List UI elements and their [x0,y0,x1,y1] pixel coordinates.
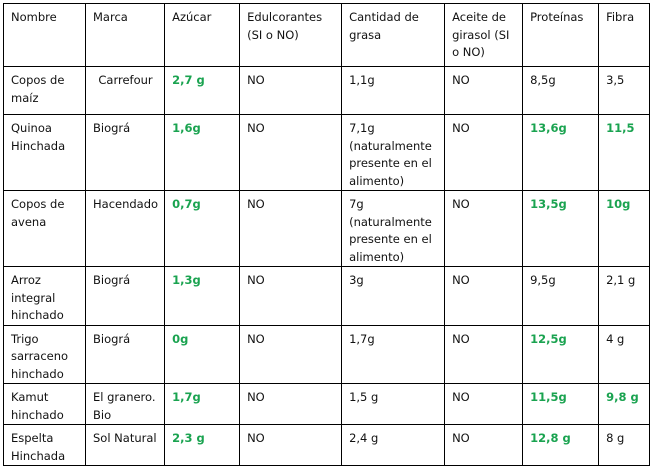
cell: 13,6g [522,114,600,191]
header-cell: Cantidad de grasa [341,3,446,67]
cell: 2,3 g [164,424,241,466]
cell: Espelta Hinchada [3,424,86,466]
cell: NO [239,383,343,425]
cell: Biográ [84,324,166,384]
cell: 12,5g [522,324,600,384]
cell: Biográ [84,114,166,191]
cell: 1,7g [341,324,446,384]
header-cell: Nombre [3,3,86,67]
cell: NO [239,324,343,384]
cell: 13,5g [522,190,600,267]
cell: 0,7g [164,190,241,267]
cell: NO [444,424,524,466]
cell: NO [239,66,343,115]
cell: Trigo sarraceno hinchado [3,324,86,384]
page-body: Nombre Marca Azúcar Edulcorantes (SI o NO) C… [3,3,651,466]
cell: 1,5 g [341,383,446,425]
cell: Sol Natural [84,424,166,466]
cell: 1,6g [164,114,241,191]
cell: Carrefour [84,66,166,115]
cell: 1,1g [341,66,446,115]
cell: NO [239,114,343,191]
row: Trigo sarraceno hinchado Biográ 0g NO 1,7g NO… [3,324,651,384]
cell: El granero. Bio [84,383,166,425]
header-row: Nombre Marca Azúcar Edulcorantes (SI o NO) C… [3,3,651,67]
header-cell: Aceite de girasol (SI o NO) [444,3,524,67]
cell: 11,5g [522,383,600,425]
cell: 7,1g (naturalmente presente en el alimen… [341,114,446,191]
cell: Quinoa Hinchada [3,114,86,191]
cell: NO [444,383,524,425]
cell: 4 g [598,324,651,384]
header-cell: Azúcar [164,3,241,67]
cell: 9,8 g [598,383,651,425]
row: Quinoa Hinchada Biográ 1,6g NO 7,1g (natural… [3,114,651,191]
cell: 10g [598,190,651,267]
cell: 2,1 g [598,266,651,326]
cell: Hacendado [84,190,166,267]
cell: Biográ [84,266,166,326]
row: Copos de avena Hacendado 0,7g NO 7g (natural… [3,190,651,267]
cell: NO [444,324,524,384]
cell: NO [239,424,343,466]
cell: 8,5g [522,66,600,115]
cell: 7g (naturalmente presente en el alimento… [341,190,446,267]
cell: 1,3g [164,266,241,326]
cell: NO [444,190,524,267]
cell: Kamut hinchado [3,383,86,425]
header-cell: Fibra [598,3,651,67]
cell: NO [444,266,524,326]
row: Kamut hinchado El granero. Bio 1,7g NO 1,5 g… [3,383,651,425]
header-cell: Marca [84,3,166,67]
cell: Copos de avena [3,190,86,267]
page: {"table": { "header": ["Nombre", "Marca"… [3,3,651,466]
cell: 3,5 [598,66,651,115]
cell: 11,5 [598,114,651,191]
row: Arroz integral hinchado Biográ 1,3g NO 3g NO 9… [3,266,651,326]
cell: 1,7g [164,383,241,425]
header-cell: Edulcorantes (SI o NO) [239,3,343,67]
cell: 2,4 g [341,424,446,466]
cell: 3g [341,266,446,326]
cell: 8 g [598,424,651,466]
row: Copos de maíz Carrefour 2,7 g NO 1,1g NO 8,5g 3… [3,66,651,115]
cell: 9,5g [522,266,600,326]
nutrition-table: Nombre Marca Azúcar Edulcorantes (SI o NO) C… [3,3,651,466]
cell: 12,8 g [522,424,600,466]
cell: 2,7 g [164,66,241,115]
cell: NO [444,114,524,191]
cell: NO [444,66,524,115]
cell: NO [239,190,343,267]
header-cell: Proteínas [522,3,600,67]
cell: NO [239,266,343,326]
cell: 0g [164,324,241,384]
cell: Arroz integral hinchado [3,266,86,326]
cell: Copos de maíz [3,66,86,115]
